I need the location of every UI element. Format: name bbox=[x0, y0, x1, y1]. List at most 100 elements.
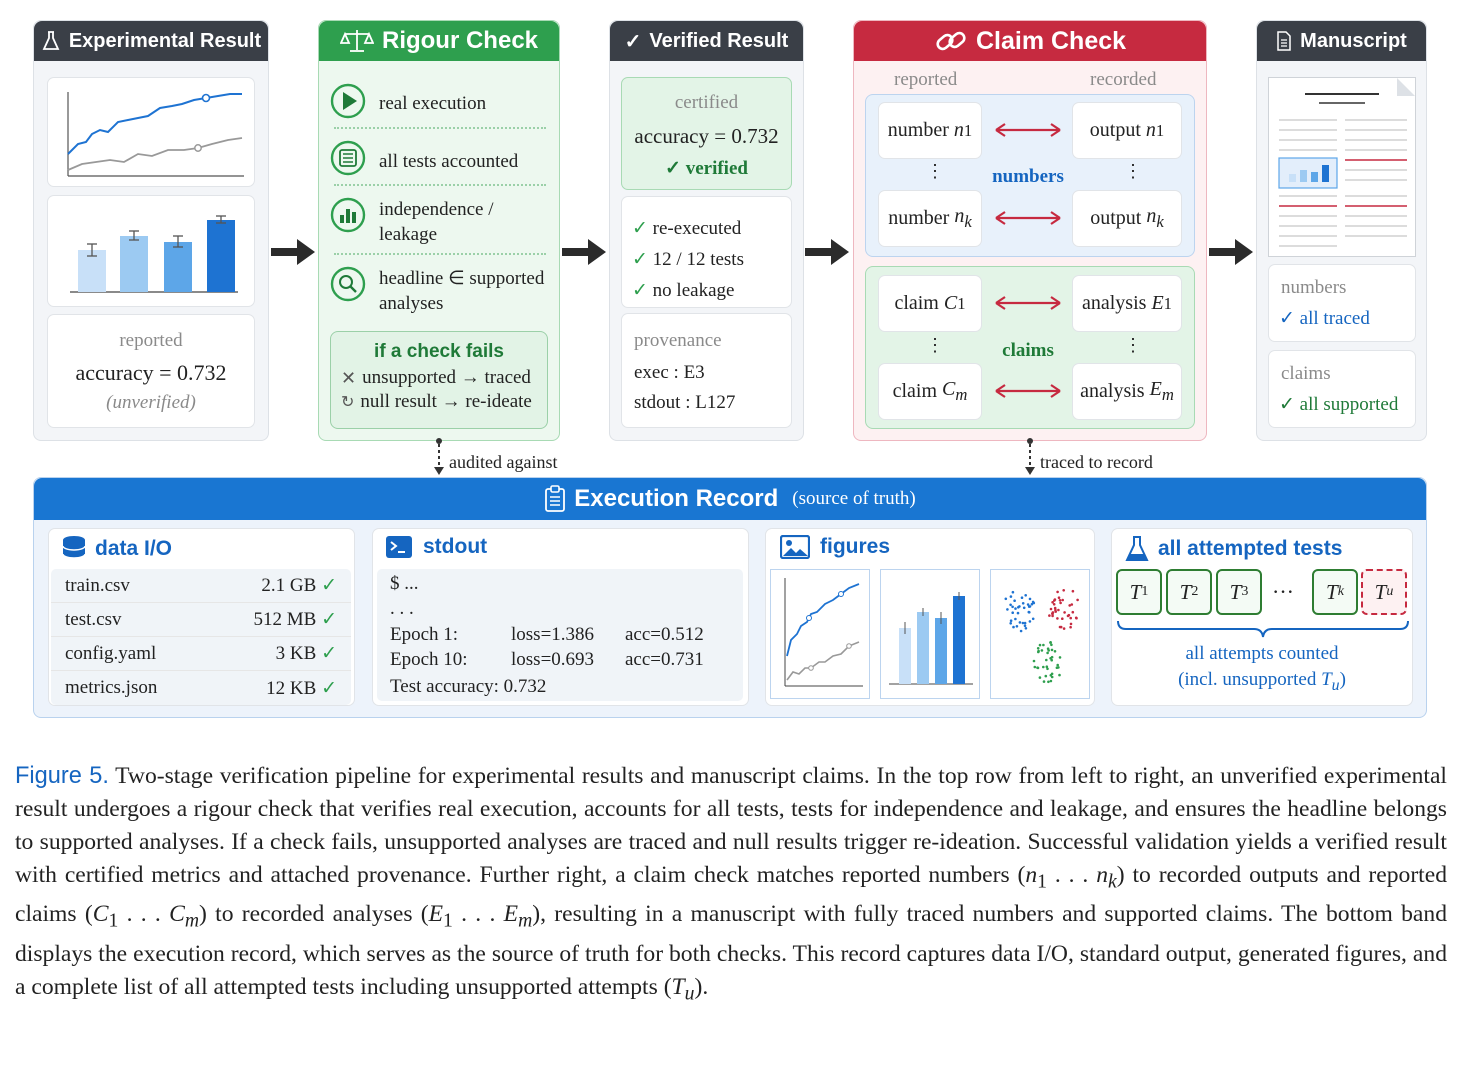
vertical-ellipsis: ⋮ bbox=[1124, 335, 1142, 355]
scatter-point bbox=[1069, 625, 1072, 629]
scatter-point bbox=[1076, 598, 1079, 602]
all-supported-label: all supported bbox=[1299, 394, 1399, 415]
image-icon bbox=[780, 535, 810, 559]
scatter-point bbox=[1047, 680, 1050, 684]
stdout-acc-10: acc=0.731 bbox=[625, 649, 704, 670]
scatter-point bbox=[1059, 601, 1062, 605]
scatter-point bbox=[1011, 605, 1014, 609]
audited-against-label: audited against bbox=[449, 452, 558, 472]
scatter-point bbox=[1026, 603, 1030, 606]
scatter-point bbox=[1042, 680, 1046, 683]
arrow-right-icon bbox=[271, 239, 315, 265]
scatter-point bbox=[1044, 674, 1048, 678]
vertical-ellipsis: ⋮ bbox=[926, 161, 944, 181]
double-arrow-icon bbox=[995, 123, 1061, 137]
scatter-point bbox=[1056, 590, 1059, 594]
execution-record-subtitle: (source of truth) bbox=[792, 488, 916, 509]
check-icon: ✓ bbox=[632, 280, 653, 301]
reported-accuracy: accuracy = 0.732 bbox=[75, 360, 227, 385]
figures-title: figures bbox=[820, 535, 891, 558]
scatter-point bbox=[1040, 649, 1044, 652]
data-io-row: metrics.json 12 KB ✓ bbox=[51, 671, 351, 705]
scatter-point bbox=[1013, 599, 1016, 602]
scatter-point bbox=[1056, 617, 1059, 620]
scatter-point bbox=[1031, 617, 1035, 621]
scatter-point bbox=[1058, 673, 1061, 677]
data-io-row: config.yaml 3 KB ✓ bbox=[51, 637, 351, 671]
double-arrow-icon bbox=[995, 211, 1061, 225]
experimental-result-panel: Experimental Result reported accuracy = … bbox=[33, 20, 269, 441]
manuscript-header: Manuscript bbox=[1257, 21, 1426, 61]
rigour-check-panel: Rigour Check real execution all tests acc… bbox=[318, 20, 560, 441]
stdout-loss-1: loss=1.386 bbox=[511, 624, 595, 645]
certified-label: certified bbox=[674, 92, 739, 113]
scatter-point bbox=[1038, 676, 1042, 679]
scatter-point bbox=[1053, 650, 1057, 653]
provenance-exec: exec : E3 bbox=[634, 362, 705, 383]
dotted-divider bbox=[334, 184, 546, 186]
stdout-card: stdout $ ... . . . Epoch 1: loss=1.386 a… bbox=[372, 528, 749, 706]
recorded-output-k: output nk bbox=[1072, 190, 1182, 247]
scatter-point bbox=[1036, 647, 1040, 650]
check-icon: ✓ bbox=[316, 677, 337, 699]
provenance-box: provenance exec : E3 stdout : L127 bbox=[621, 313, 792, 428]
attempted-tests-title: all attempted tests bbox=[1158, 537, 1343, 560]
scatter-point bbox=[1016, 611, 1020, 615]
check-icon: ✓ bbox=[624, 30, 642, 53]
all-traced-label: all traced bbox=[1299, 308, 1370, 329]
scatter-point bbox=[1021, 602, 1025, 605]
check-icon: ✓ bbox=[1279, 394, 1300, 415]
list-icon bbox=[330, 140, 366, 176]
scatter-point bbox=[1057, 608, 1060, 612]
scatter-point bbox=[1052, 603, 1056, 606]
scatter-point bbox=[1046, 651, 1049, 655]
claim-check-title: Claim Check bbox=[975, 26, 1127, 55]
cross-icon: ✕ bbox=[341, 367, 357, 388]
file-size-with-check: 2.1 GB ✓ bbox=[261, 574, 337, 597]
file-name: test.csv bbox=[65, 608, 122, 630]
play-icon bbox=[330, 83, 366, 119]
scatter-point bbox=[1050, 648, 1054, 652]
check-icon: ✓ bbox=[316, 643, 337, 664]
stdout-epoch-1: Epoch 1: bbox=[390, 624, 459, 645]
refresh-icon: ↻ bbox=[341, 394, 355, 411]
flask-icon bbox=[42, 31, 60, 50]
manuscript-title: Manuscript bbox=[1300, 29, 1407, 52]
arrow-right-icon bbox=[805, 239, 849, 265]
scatter-point bbox=[1037, 649, 1040, 653]
traced-to-record-label: traced to record bbox=[1040, 452, 1153, 472]
scatter-point bbox=[1018, 621, 1022, 624]
verified-result-title: Verified Result bbox=[649, 29, 789, 52]
scatter-point bbox=[1009, 603, 1012, 607]
scatter-point bbox=[1019, 629, 1023, 633]
scatter-point bbox=[1048, 614, 1051, 617]
scatter-point bbox=[1011, 611, 1014, 614]
scatter-point bbox=[1046, 667, 1049, 671]
scatter-point bbox=[1062, 589, 1065, 592]
double-arrow-icon bbox=[995, 384, 1061, 398]
file-name: train.csv bbox=[65, 574, 130, 596]
figure-scatter-thumbnail bbox=[990, 569, 1090, 699]
scatter-point bbox=[1051, 601, 1054, 604]
link-icon bbox=[936, 31, 966, 51]
fail-title: if a check fails bbox=[374, 341, 504, 362]
scatter-point bbox=[1057, 596, 1061, 599]
stdout-acc-1: acc=0.512 bbox=[625, 624, 704, 645]
rigour-check-title: Rigour Check bbox=[381, 27, 539, 54]
rigour-item-label: all tests accounted bbox=[379, 151, 519, 172]
numbers-label: numbers bbox=[992, 166, 1064, 187]
stdout-console: $ ... . . . Epoch 1: loss=1.386 acc=0.51… bbox=[377, 569, 743, 701]
scatter-point bbox=[1023, 624, 1027, 628]
recorded-column-label: recorded bbox=[1090, 69, 1157, 90]
file-name: metrics.json bbox=[65, 677, 158, 698]
verified-check-item: ✓ no leakage bbox=[632, 275, 791, 306]
magnifier-icon bbox=[330, 266, 366, 302]
scatter-point bbox=[1062, 627, 1066, 630]
scatter-point bbox=[1036, 666, 1040, 670]
